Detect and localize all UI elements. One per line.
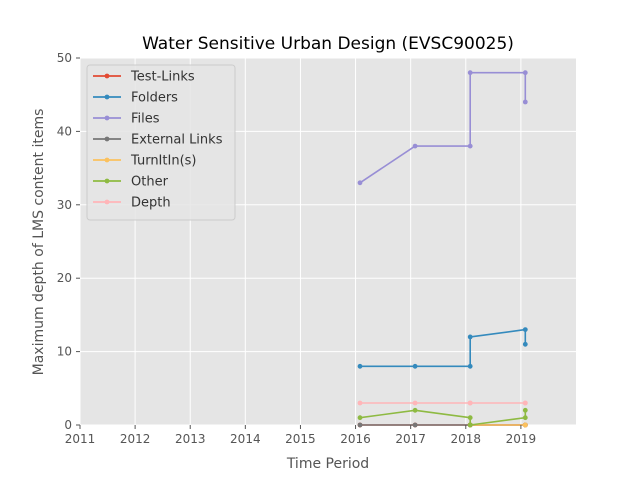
legend-marker (104, 178, 110, 184)
legend-label: Files (131, 112, 160, 127)
legend-label: TurnItIn(s) (130, 154, 196, 169)
x-tick-label: 2011 (65, 432, 96, 446)
legend-label: External Links (131, 133, 223, 148)
data-point (412, 400, 418, 406)
series-line (359, 71, 527, 184)
data-point (467, 422, 473, 428)
data-point (522, 407, 528, 413)
legend-label: Other (131, 175, 169, 190)
x-axis-label: Time Period (286, 456, 369, 472)
x-tick-label: 2018 (451, 432, 482, 446)
data-point (357, 180, 363, 186)
y-tick-label: 20 (57, 271, 72, 285)
legend-item: External Links (93, 133, 223, 148)
chart-title: Water Sensitive Urban Design (EVSC90025) (142, 34, 514, 54)
legend-marker (104, 73, 110, 79)
x-tick-label: 2015 (285, 432, 316, 446)
legend-item: Other (93, 175, 169, 190)
x-tick-label: 2012 (120, 432, 151, 446)
series-depth (357, 400, 528, 406)
x-tick-label: 2014 (230, 432, 261, 446)
legend-item: Files (93, 112, 160, 127)
x-tick-label: 2019 (506, 432, 537, 446)
legend-marker (104, 136, 110, 142)
legend-marker (104, 157, 110, 163)
legend-item: TurnItIn(s) (93, 154, 196, 169)
series-line (360, 328, 527, 368)
legend-label: Folders (131, 91, 178, 106)
data-point (522, 422, 528, 428)
data-point (522, 400, 528, 406)
series-folders (357, 327, 528, 369)
data-point (467, 143, 473, 149)
tick-labels: 2011 2012 2013 2014 2015 2016 2017 2018 2019 0 10 2… (57, 51, 536, 446)
data-point (467, 334, 473, 340)
data-point (412, 363, 418, 369)
x-tick-label: 2017 (395, 432, 426, 446)
data-point (467, 363, 473, 369)
series-other (357, 407, 528, 428)
data-point (467, 415, 473, 421)
series-layer (357, 70, 528, 428)
data-point (357, 400, 363, 406)
data-point (522, 415, 528, 421)
data-point (522, 341, 528, 347)
data-point (357, 363, 363, 369)
data-point (522, 99, 528, 105)
legend-item: Test-Links (93, 70, 195, 85)
legend-item: Folders (93, 91, 178, 106)
x-tick-label: 2013 (175, 432, 206, 446)
data-point (412, 143, 418, 149)
y-axis-label: Maximum depth of LMS content items (31, 109, 47, 376)
legend: Test-Links Folders Files External Links Turn… (86, 64, 236, 221)
data-point (522, 70, 528, 76)
legend-box (86, 64, 236, 221)
legend-label: Depth (131, 196, 171, 211)
data-point (467, 70, 473, 76)
y-tick-label: 30 (57, 198, 72, 212)
y-tick-label: 0 (64, 418, 72, 432)
series-files (357, 70, 528, 186)
data-point (412, 407, 418, 413)
data-point (467, 400, 473, 406)
legend-marker (104, 199, 110, 205)
legend-item: Depth (93, 196, 171, 211)
legend-marker (104, 94, 110, 100)
legend-marker (104, 115, 110, 121)
data-point (522, 327, 528, 332)
legend-label: Test-Links (130, 70, 195, 85)
data-point (412, 422, 418, 428)
y-tick-label: 10 (57, 345, 72, 359)
y-tick-label: 40 (57, 124, 72, 138)
data-point (357, 422, 363, 428)
y-tick-label: 50 (57, 51, 72, 65)
x-tick-label: 2016 (340, 432, 371, 446)
data-point (357, 415, 363, 421)
